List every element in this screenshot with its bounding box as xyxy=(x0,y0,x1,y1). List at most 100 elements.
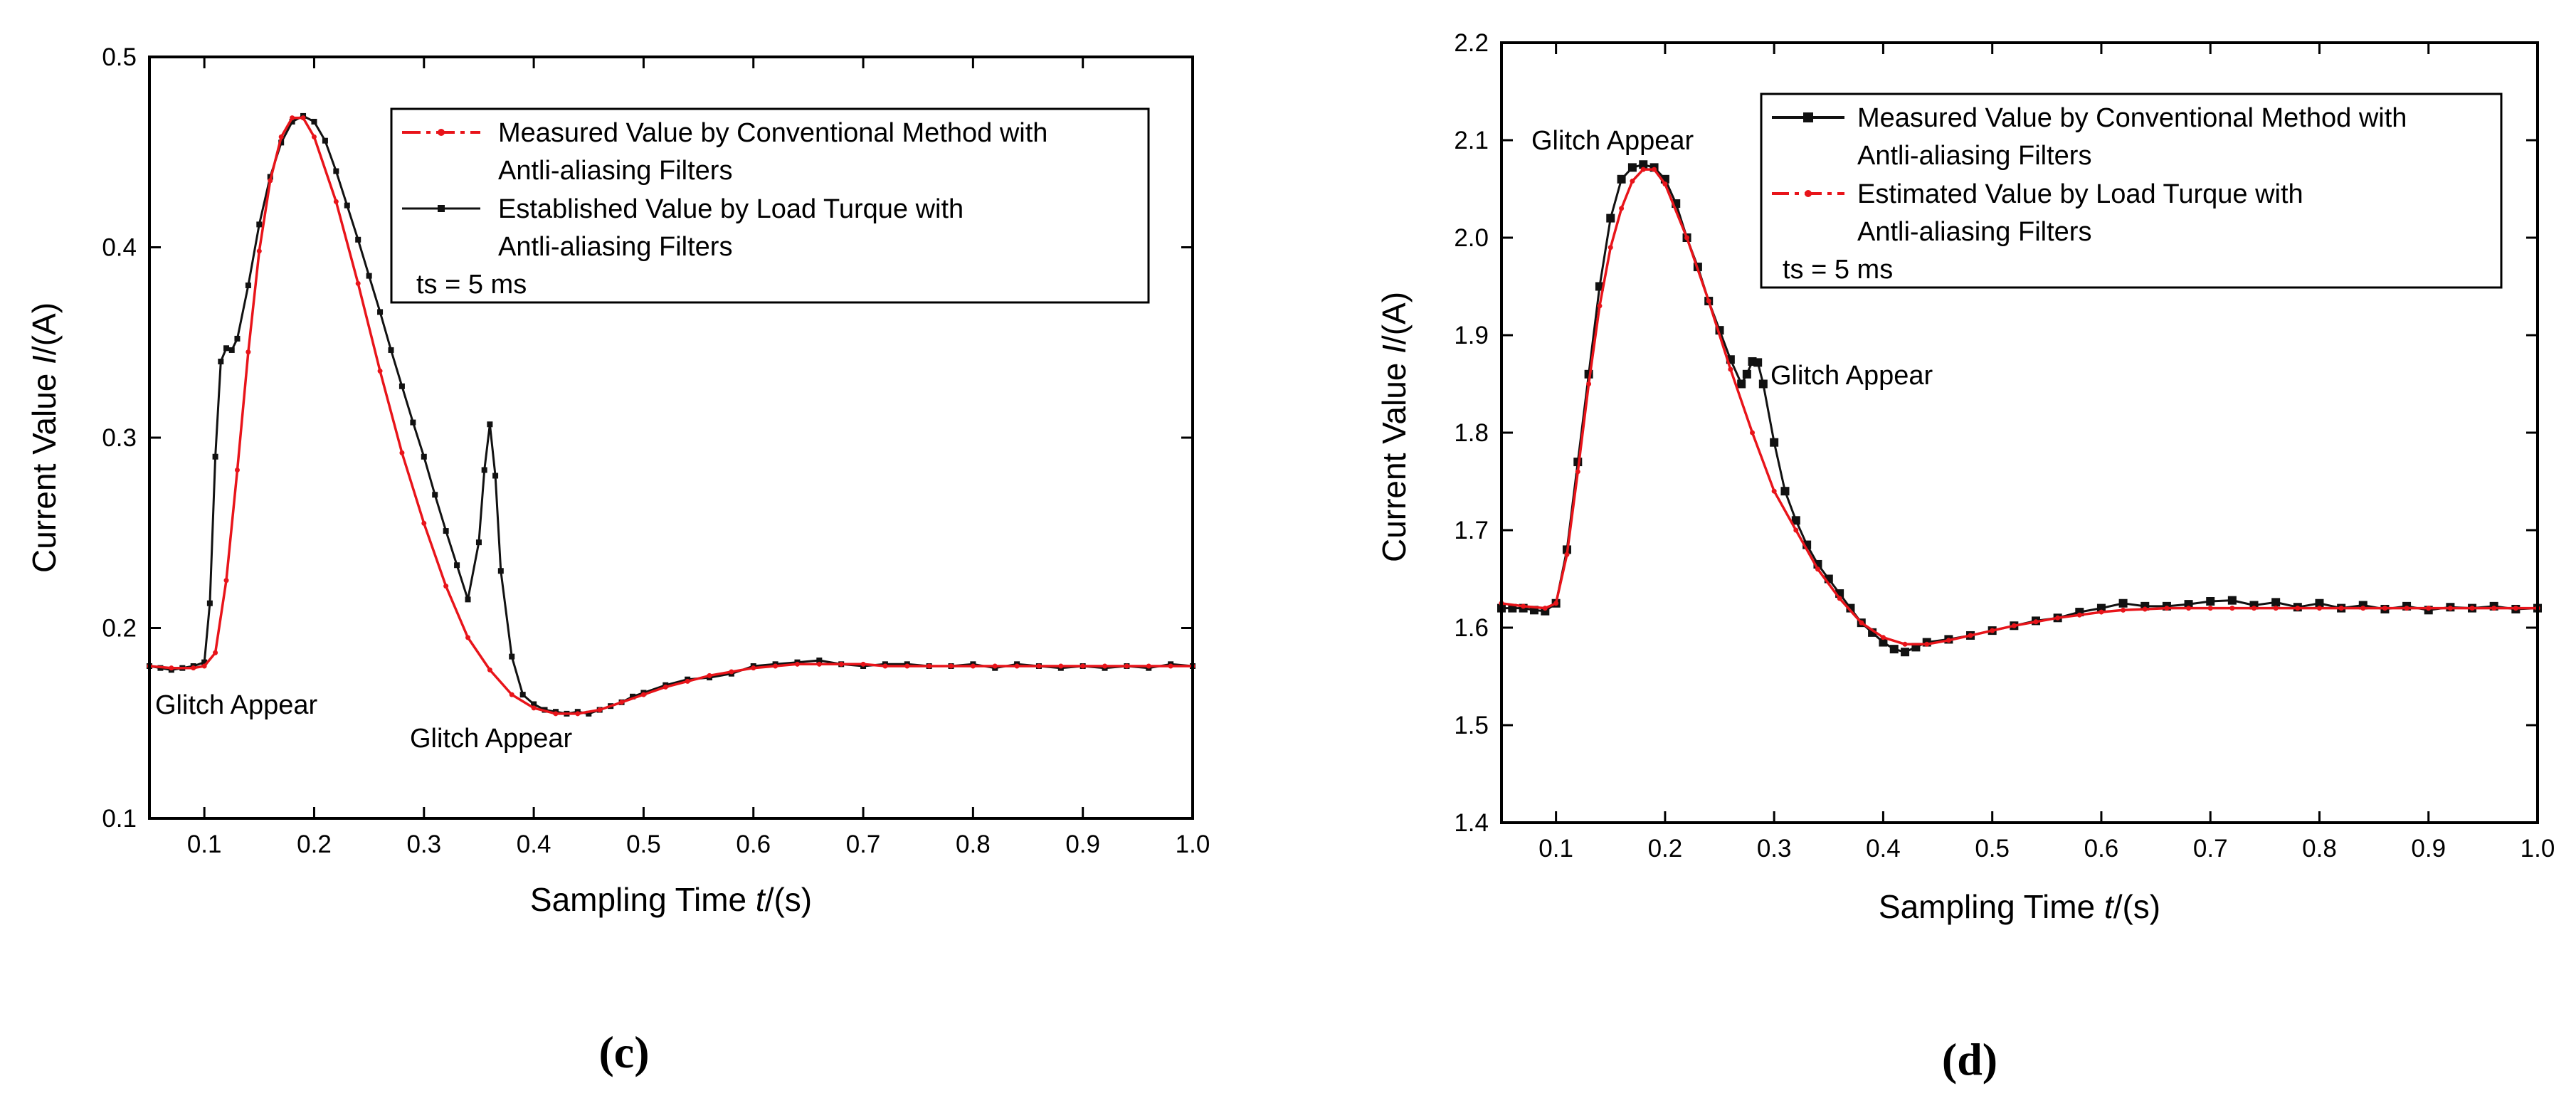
data-point xyxy=(2011,623,2017,628)
data-point xyxy=(492,473,499,479)
data-point xyxy=(344,202,350,209)
x-tick-label: 0.8 xyxy=(956,830,991,858)
data-point xyxy=(377,368,383,374)
legend-box xyxy=(390,107,1150,304)
data-point xyxy=(212,453,218,460)
data-point xyxy=(2252,606,2257,611)
data-point xyxy=(904,663,910,669)
data-point xyxy=(234,467,240,473)
y-tick-label: 0.1 xyxy=(102,805,137,833)
data-point xyxy=(1753,358,1763,367)
data-point xyxy=(487,421,493,428)
data-point xyxy=(481,467,487,473)
y-tick-label: 1.7 xyxy=(1454,517,1489,544)
data-point xyxy=(531,701,537,707)
data-point xyxy=(1706,298,1711,304)
data-point xyxy=(1639,160,1648,169)
series-layer xyxy=(147,112,1195,717)
data-point xyxy=(1146,663,1151,669)
data-point xyxy=(519,692,526,698)
data-point xyxy=(1770,438,1779,447)
data-point xyxy=(1837,596,1842,601)
data-point xyxy=(311,118,317,125)
data-point xyxy=(1791,516,1800,525)
y-tick-label: 0.5 xyxy=(102,43,137,71)
x-tick-label: 0.5 xyxy=(626,830,661,858)
data-point xyxy=(432,492,438,498)
data-point xyxy=(1014,663,1020,669)
y-tick-label: 1.6 xyxy=(1454,614,1489,642)
data-point xyxy=(465,596,471,603)
data-point xyxy=(1742,369,1751,379)
data-point xyxy=(2513,606,2518,611)
data-point xyxy=(992,663,998,669)
data-point xyxy=(191,665,196,671)
legend: Measured Value by Conventional Method wi… xyxy=(390,107,1150,304)
data-point xyxy=(410,419,416,426)
legend-label-1-line-1: Measured Value by Conventional Method wi… xyxy=(498,118,1047,148)
data-point xyxy=(2099,609,2104,615)
data-point xyxy=(509,653,515,660)
data-point xyxy=(1553,601,1559,606)
data-point xyxy=(218,359,224,364)
data-point xyxy=(228,347,235,353)
x-axis-title: Sampling Time t/(s) xyxy=(530,881,812,918)
legend-note: ts = 5 ms xyxy=(416,270,527,300)
data-point xyxy=(575,711,581,717)
data-point xyxy=(421,453,427,460)
data-point xyxy=(2447,606,2453,611)
data-point xyxy=(816,661,822,667)
data-point xyxy=(398,383,405,389)
data-point xyxy=(1758,379,1768,389)
legend-label-1-line-2: Antli-aliasing Filters xyxy=(498,156,732,186)
legend-swatch-marker-2 xyxy=(438,205,445,212)
data-point xyxy=(1879,638,1888,647)
data-point xyxy=(1946,638,1951,643)
data-point xyxy=(1102,663,1108,669)
annotation-glitch-2: Glitch Appear xyxy=(1770,361,1933,391)
data-point xyxy=(2186,606,2192,611)
legend-note: ts = 5 ms xyxy=(1783,255,1893,285)
data-point xyxy=(882,663,888,669)
x-tick-label: 0.7 xyxy=(2193,835,2228,863)
data-point xyxy=(1630,179,1635,184)
data-point xyxy=(531,705,537,711)
x-tick-label: 0.6 xyxy=(2084,835,2119,863)
x-tick-label: 0.5 xyxy=(1975,835,2010,863)
data-point xyxy=(1608,245,1613,250)
x-axis-title: Sampling Time t/(s) xyxy=(1879,888,2160,925)
data-point xyxy=(629,693,635,700)
data-point xyxy=(1968,633,1973,638)
data-point xyxy=(487,667,492,672)
data-point xyxy=(729,669,734,675)
data-point xyxy=(278,139,285,146)
x-tick-label: 0.9 xyxy=(2411,835,2446,863)
data-point xyxy=(1036,663,1042,669)
data-point xyxy=(290,115,295,121)
data-point xyxy=(1728,366,1733,372)
data-point xyxy=(2469,606,2475,611)
x-tick-label: 1.0 xyxy=(2520,835,2555,863)
panel-label: (d) xyxy=(1942,1034,1997,1085)
data-point xyxy=(421,520,427,526)
legend-label-1-line-2: Antli-aliasing Filters xyxy=(1857,141,2091,171)
data-point xyxy=(2184,600,2193,609)
data-point xyxy=(1564,552,1570,557)
data-point xyxy=(509,692,514,697)
data-point xyxy=(169,665,174,671)
annotation-glitch-2: Glitch Appear xyxy=(410,724,572,754)
data-point xyxy=(366,273,372,279)
data-point xyxy=(2229,606,2235,611)
legend-label-2-line-1: Established Value by Load Turque with xyxy=(498,194,964,224)
data-point xyxy=(597,707,603,713)
legend: Measured Value by Conventional Method wi… xyxy=(1760,93,2503,289)
data-point xyxy=(794,661,800,667)
data-point xyxy=(245,283,251,288)
y-tick-label: 1.5 xyxy=(1454,712,1489,739)
data-point xyxy=(553,711,559,717)
data-point xyxy=(465,635,471,640)
legend-swatch-marker-1 xyxy=(1803,112,1813,122)
data-point xyxy=(1846,603,1855,613)
data-point xyxy=(1586,381,1592,386)
data-point xyxy=(1815,566,1820,572)
